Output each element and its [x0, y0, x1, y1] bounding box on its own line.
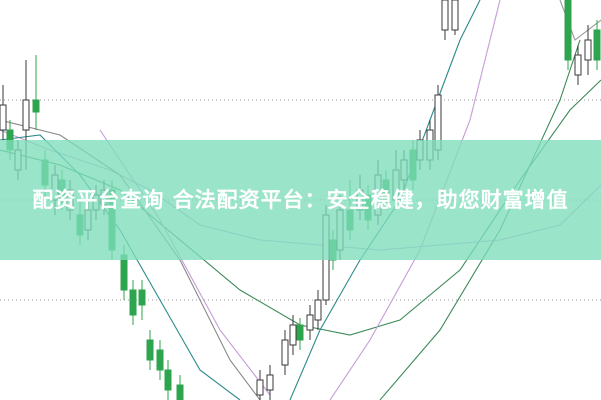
- candle-body-26: [306, 314, 314, 331]
- candle-body-27: [314, 299, 322, 321]
- candle-body-14: [120, 254, 128, 291]
- candle-body-15: [129, 289, 137, 316]
- candle-body-17: [146, 339, 154, 361]
- candle-body-18: [156, 349, 164, 371]
- candle-body-21: [256, 379, 264, 396]
- candle-body-16: [138, 289, 146, 306]
- candle-body-47: [593, 29, 601, 61]
- candle-body-4: [32, 99, 40, 113]
- title-banner: 配资平台查询 合法配资平台：安全稳健，助您财富增值: [0, 140, 601, 260]
- candle-body-45: [574, 54, 582, 76]
- candle-body-19: [164, 369, 172, 391]
- article-title: 配资平台查询 合法配资平台：安全稳健，助您财富增值: [32, 188, 569, 212]
- candle-body-23: [281, 339, 289, 366]
- candle-body-24: [289, 324, 297, 346]
- candle-body-22: [266, 374, 274, 391]
- candle-body-3: [22, 99, 30, 131]
- candle-body-44: [564, 0, 572, 61]
- candle-body-46: [584, 39, 592, 61]
- candle-body-0: [0, 104, 7, 131]
- candle-body-25: [296, 324, 304, 341]
- candle-body-42: [441, 0, 449, 31]
- candle-body-43: [451, 0, 459, 31]
- candle-body-20: [176, 384, 184, 400]
